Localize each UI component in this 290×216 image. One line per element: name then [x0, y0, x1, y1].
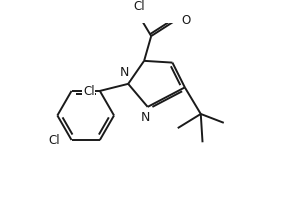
Text: N: N: [141, 111, 151, 124]
Text: O: O: [181, 14, 191, 27]
Text: Cl: Cl: [83, 85, 95, 98]
Text: Cl: Cl: [133, 0, 145, 13]
Text: N: N: [120, 67, 129, 79]
Text: Cl: Cl: [48, 133, 60, 146]
